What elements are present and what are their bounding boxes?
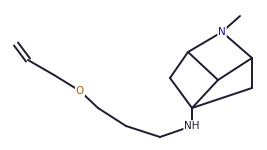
Text: N: N — [218, 27, 226, 37]
Text: NH: NH — [184, 121, 200, 131]
Text: O: O — [76, 86, 84, 96]
